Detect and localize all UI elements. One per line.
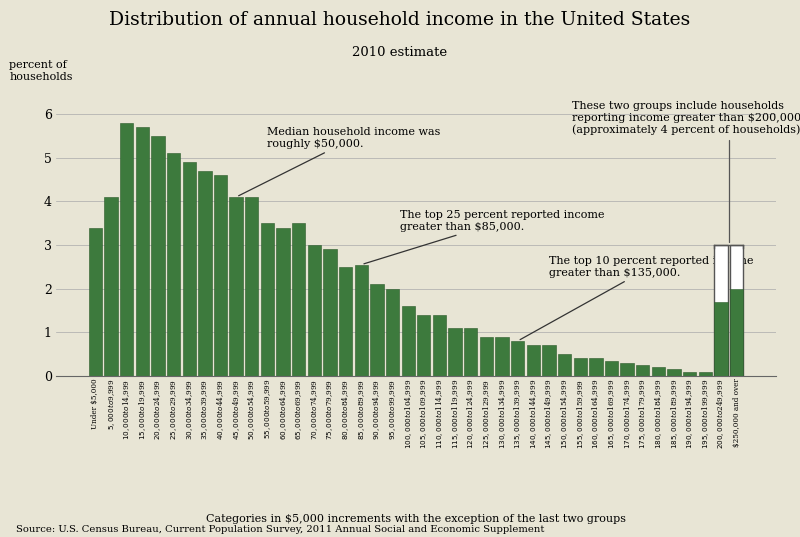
FancyBboxPatch shape [730,245,743,376]
Bar [323,249,337,376]
Bar [714,302,728,376]
Bar [261,223,274,376]
Bar [574,359,587,376]
Bar [120,123,134,376]
Text: Categories in $5,000 increments with the exception of the last two groups: Categories in $5,000 increments with the… [206,513,626,524]
Bar [245,197,258,376]
FancyBboxPatch shape [714,245,728,376]
Text: percent of
households: percent of households [10,60,73,82]
Text: The top 25 percent reported income
greater than $85,000.: The top 25 percent reported income great… [364,210,605,264]
Text: Median household income was
roughly $50,000.: Median household income was roughly $50,… [238,127,441,196]
Bar [433,315,446,376]
Bar [605,361,618,376]
Bar [636,365,650,376]
Bar [151,136,165,376]
Bar [182,162,196,376]
Bar [464,328,478,376]
Bar [480,337,493,376]
Bar [370,284,383,376]
Text: 2010 estimate: 2010 estimate [353,46,447,59]
Bar [277,228,290,376]
Bar [590,359,602,376]
Bar [136,127,149,376]
Bar [495,337,509,376]
Bar [402,306,415,376]
Bar [104,197,118,376]
Bar [386,289,399,376]
Bar [339,267,352,376]
Bar [354,265,368,376]
Text: The top 10 percent reported income
greater than $135,000.: The top 10 percent reported income great… [520,256,754,339]
Bar [449,328,462,376]
Text: These two groups include households
reporting income greater than $200,000
(appr: These two groups include households repo… [573,101,800,242]
Bar [230,197,242,376]
Bar [542,345,555,376]
Bar [558,354,571,376]
Bar [698,372,712,376]
Bar [683,372,696,376]
Bar [621,363,634,376]
Text: Distribution of annual household income in the United States: Distribution of annual household income … [110,11,690,29]
Text: Source: U.S. Census Bureau, Current Population Survey, 2011 Annual Social and Ec: Source: U.S. Census Bureau, Current Popu… [16,525,544,534]
Bar [89,228,102,376]
Bar [730,289,743,376]
Bar [714,302,728,376]
Bar [667,369,681,376]
Bar [214,175,227,376]
Bar [308,245,321,376]
Bar [652,367,665,376]
Bar [417,315,430,376]
Bar [198,171,211,376]
Bar [511,341,524,376]
Bar [292,223,306,376]
Bar [730,289,743,376]
Bar [167,154,180,376]
Bar [526,345,540,376]
